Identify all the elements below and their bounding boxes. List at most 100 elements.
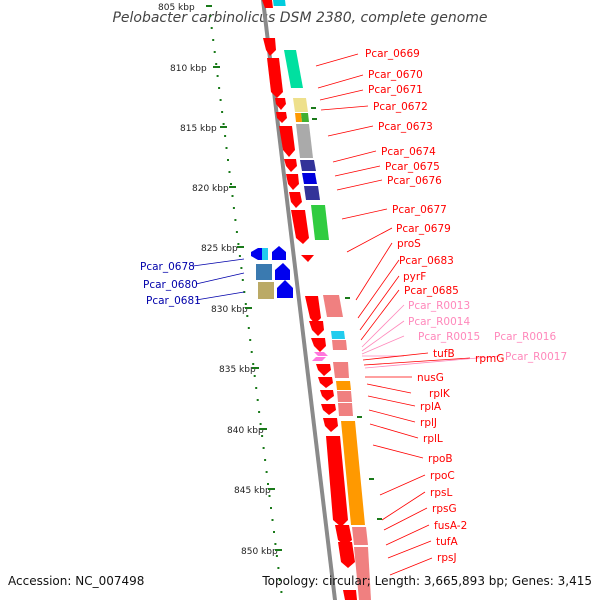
track-dot [238, 255, 241, 257]
tick-label-805: 805 kbp [158, 3, 195, 13]
tick-group-845: 845 kbp [234, 486, 275, 496]
gene-label[interactable]: rpsJ [437, 552, 457, 564]
tick-mark [206, 5, 212, 7]
track-dot [264, 459, 267, 461]
reverse-genes [251, 246, 293, 299]
gene-label[interactable]: rplL [423, 433, 443, 445]
track-dot [231, 195, 234, 197]
gene-arrow-reverse [251, 248, 264, 260]
gene-label[interactable]: fusA-2 [434, 520, 467, 532]
tick-group-840: 840 kbp [227, 426, 267, 436]
track-dot [268, 495, 271, 497]
track-dot [243, 291, 246, 293]
cog-box [300, 160, 316, 171]
track-dot [235, 231, 238, 233]
cog-box [296, 124, 313, 158]
tick-label-840: 840 kbp [227, 426, 264, 436]
topology-text: Topology: circular; Length: 3,665,893 bp… [262, 574, 592, 588]
gene-label[interactable]: rpoB [428, 453, 453, 465]
gene-label[interactable]: nusG [417, 372, 444, 384]
track-dot [227, 159, 229, 161]
gene-label[interactable]: Pcar_0677 [392, 204, 447, 216]
gene-label[interactable]: Pcar_0676 [387, 175, 442, 187]
gene-arrow [326, 436, 348, 527]
cog-box [293, 98, 308, 112]
gene-label[interactable]: Pcar_0672 [373, 101, 428, 113]
gene-arrow [275, 98, 286, 110]
cog-box [301, 113, 309, 122]
gene-arrow [316, 364, 331, 376]
track-dot [280, 591, 283, 593]
track-dot [250, 351, 253, 353]
gene-arrow [301, 255, 314, 262]
rna-arrow [314, 352, 328, 356]
gene-label[interactable]: Pcar_R0013 [408, 300, 470, 312]
tick-group-805: 805 kbp [158, 3, 212, 13]
tick-group-820: 820 kbp [192, 184, 236, 194]
gene-label[interactable]: rpsG [432, 503, 457, 515]
rna-arrow [312, 357, 326, 361]
track-dot [267, 483, 269, 485]
track-dot [215, 63, 218, 65]
tick-mark [229, 186, 236, 188]
gene-label[interactable]: Pcar_0678 [140, 261, 195, 273]
gene-arrow [267, 58, 283, 98]
rna-genes [312, 352, 328, 361]
tick-label-850: 850 kbp [241, 547, 278, 557]
gene-label[interactable]: Pcar_R0016 [494, 331, 556, 343]
track-dot [273, 531, 275, 533]
track-dot [216, 75, 219, 77]
label-leaders [192, 53, 501, 576]
right-gene-labels: Pcar_0669 Pcar_0670 Pcar_0671 Pcar_0672 … [365, 48, 567, 564]
track-dot [255, 387, 258, 389]
cog-box [284, 50, 303, 88]
gene-label[interactable]: rplK [429, 388, 451, 400]
gene-label[interactable]: Pcar_R0014 [408, 316, 470, 328]
tick-label-845: 845 kbp [234, 486, 271, 496]
gene-label[interactable]: rpoC [430, 470, 455, 482]
gene-label[interactable]: Pcar_0671 [368, 84, 423, 96]
gene-label[interactable]: Pcar_0674 [381, 146, 436, 158]
gene-label[interactable]: Pcar_0681 [146, 295, 201, 307]
gene-arrow [335, 525, 352, 546]
tick-group-835: 835 kbp [219, 365, 259, 375]
accession-text: Accession: NC_007498 [8, 574, 145, 588]
gene-label[interactable]: rplA [420, 401, 442, 413]
cog-box [262, 248, 268, 260]
track-dot [259, 423, 262, 425]
gene-label[interactable]: Pcar_0683 [399, 255, 454, 267]
cog-box [337, 391, 352, 402]
gene-label[interactable]: rplJ [420, 417, 437, 429]
gene-label[interactable]: Pcar_0670 [368, 69, 423, 81]
gene-label[interactable]: Pcar_R0017 [505, 351, 567, 363]
gene-label[interactable]: Pcar_0680 [143, 279, 198, 291]
cog-box [311, 205, 329, 240]
gene-label[interactable]: rpmG [475, 353, 504, 365]
track-dot [210, 27, 213, 29]
cog-box [302, 173, 317, 184]
gene-label[interactable]: tufA [436, 536, 458, 548]
gene-label[interactable]: pyrF [403, 271, 426, 283]
gene-label[interactable]: Pcar_0685 [404, 285, 459, 297]
gene-label[interactable]: Pcar_0679 [396, 223, 451, 235]
gene-arrow [291, 210, 309, 244]
tick-label-825: 825 kbp [201, 244, 238, 254]
gene-label[interactable]: Pcar_0673 [378, 121, 433, 133]
gene-label[interactable]: Pcar_0675 [385, 161, 440, 173]
tick-mark [245, 307, 252, 309]
track-dot [261, 435, 264, 437]
gene-label[interactable]: rpsL [430, 487, 452, 499]
track-dot [253, 375, 256, 377]
gene-label[interactable]: Pcar_R0015 [418, 331, 480, 343]
track-dot [240, 267, 243, 269]
gene-arrow [305, 296, 321, 324]
tick-mark [220, 126, 227, 128]
gene-arrow-reverse [275, 263, 290, 280]
tick-group-810: 810 kbp [170, 64, 220, 74]
gene-label[interactable]: tufB [433, 348, 455, 360]
tick-group-850: 850 kbp [241, 547, 282, 557]
track-dot [249, 339, 252, 341]
track-dot [234, 219, 237, 221]
gene-label[interactable]: Pcar_0669 [365, 48, 420, 60]
gene-label[interactable]: proS [397, 238, 421, 250]
